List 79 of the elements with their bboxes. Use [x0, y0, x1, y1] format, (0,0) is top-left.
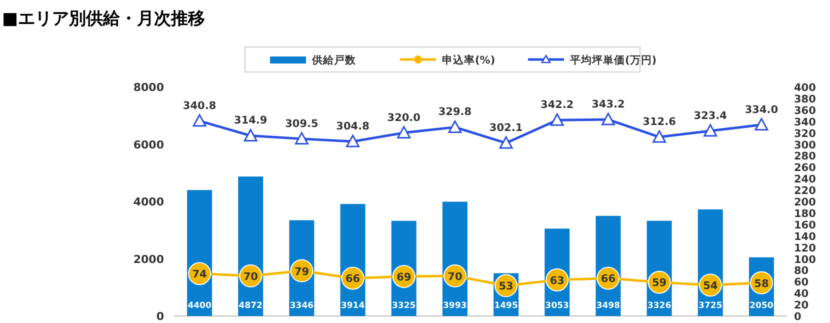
- y2-tick-label: 240: [794, 174, 816, 186]
- data-label: 70: [243, 270, 258, 283]
- legend-label: 供給戸数: [311, 54, 357, 66]
- y2-tick-label: 40: [794, 288, 809, 300]
- y2-tick-label: 400: [794, 82, 816, 94]
- data-label: 3053: [545, 301, 570, 311]
- data-label: 70: [448, 270, 462, 283]
- data-label: 3346: [290, 301, 314, 311]
- data-label: 63: [550, 274, 564, 287]
- point: [448, 120, 462, 133]
- data-label: 59: [652, 277, 667, 290]
- y2-tick-label: 100: [794, 254, 816, 266]
- y-tick-label: 6000: [133, 138, 164, 152]
- data-label: 79: [294, 266, 310, 278]
- data-label: 309.5: [285, 118, 318, 130]
- y2-tick-label: 340: [794, 116, 816, 128]
- point: [397, 126, 411, 139]
- data-label: 4400: [188, 301, 212, 311]
- data-label: 314.9: [234, 114, 268, 127]
- y2-tick-label: 180: [794, 208, 816, 220]
- y2-tick-label: 360: [794, 104, 816, 117]
- point: [244, 128, 258, 142]
- data-label: 3326: [647, 301, 672, 311]
- data-label: 329.8: [438, 106, 472, 118]
- point: [652, 130, 666, 143]
- data-label: 343.2: [592, 98, 625, 111]
- y2-tick-label: 20: [794, 300, 809, 312]
- data-label: 2050: [750, 301, 774, 311]
- data-label: 1495: [494, 301, 518, 311]
- y2-tick-label: 260: [794, 162, 816, 174]
- y2-tick-label: 0: [794, 311, 802, 323]
- point: [294, 132, 308, 145]
- data-label: 312.6: [642, 116, 676, 128]
- point: [192, 114, 206, 127]
- data-label: 58: [754, 278, 769, 290]
- data-label: 53: [498, 280, 514, 293]
- data-label: 302.1: [489, 122, 523, 134]
- data-label: 69: [396, 271, 412, 284]
- y2-tick-label: 60: [794, 276, 809, 289]
- point: [499, 136, 513, 149]
- data-label: 3914: [340, 301, 365, 311]
- y2-tick-label: 80: [794, 265, 809, 278]
- y-tick-label: 0: [156, 310, 164, 323]
- point: [754, 118, 768, 131]
- data-label: 334.0: [744, 104, 778, 116]
- y2-tick-label: 300: [794, 139, 816, 152]
- data-label: 304.8: [336, 120, 370, 132]
- data-label: 320.0: [387, 112, 420, 124]
- data-label: 323.4: [694, 110, 727, 122]
- legend-label: 申込率(%): [442, 54, 496, 66]
- data-label: 3725: [698, 301, 722, 311]
- data-label: 3993: [443, 301, 467, 311]
- data-label: 66: [345, 273, 360, 286]
- y-tick-label: 4000: [133, 196, 164, 208]
- y2-tick-label: 140: [794, 230, 816, 243]
- chart-title: ■エリア別供給・月次推移: [2, 9, 206, 29]
- y2-tick-label: 320: [794, 128, 816, 140]
- y2-tick-label: 220: [794, 185, 816, 198]
- y2-tick-label: 380: [794, 93, 816, 106]
- y-tick-label: 8000: [133, 81, 164, 94]
- data-label: 3325: [392, 301, 416, 311]
- data-label: 54: [703, 280, 718, 292]
- data-label: 3498: [596, 301, 620, 311]
- data-label: 66: [600, 273, 616, 286]
- y-tick-label: 2000: [133, 252, 164, 266]
- y2-tick-label: 280: [794, 150, 816, 163]
- data-label: 74: [192, 268, 207, 281]
- data-label: 340.8: [182, 100, 216, 112]
- point: [550, 113, 564, 126]
- point: [601, 112, 615, 126]
- data-label: 4872: [238, 301, 263, 311]
- y2-tick-label: 200: [794, 196, 816, 208]
- legend-label: 平均坪単価(万円): [569, 54, 657, 66]
- 申込率(%): 74 70 79 66 69 70 53 63 66 59 54 58: [188, 259, 773, 298]
- y2-tick-label: 160: [794, 219, 816, 232]
- y2-tick-label: 120: [794, 242, 816, 254]
- point: [346, 134, 360, 148]
- data-label: 342.2: [540, 99, 574, 112]
- point: [704, 124, 718, 137]
